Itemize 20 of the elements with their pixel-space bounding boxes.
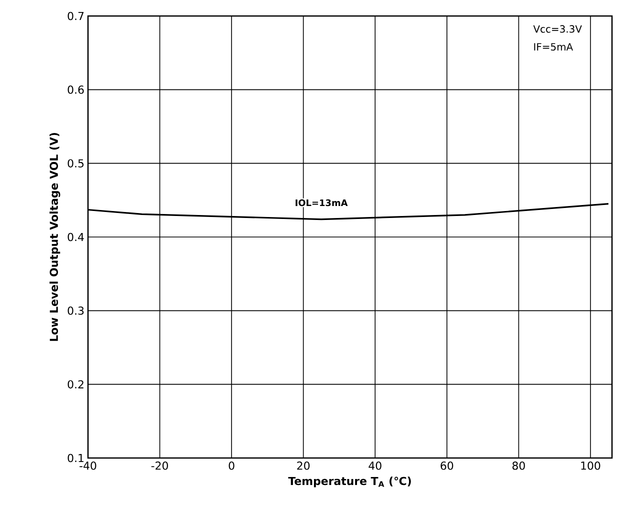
y-tick-label: 0.3	[68, 306, 84, 315]
x-tick-label: 80	[512, 462, 525, 470]
x-tick-label: 100	[581, 462, 600, 470]
y-tick-label: 0.2	[68, 380, 84, 388]
annotation: Vcc=3.3V	[533, 25, 582, 33]
annotation: IF=5mA	[534, 43, 573, 51]
x-tick-label: -40	[80, 462, 96, 470]
x-tick-label: -20	[151, 462, 168, 470]
x-axis-title: Temperature T$_{A}$ (℃)	[288, 476, 411, 488]
x-tick-label: 60	[440, 462, 454, 470]
x-tick-label: 40	[368, 462, 382, 470]
y-tick-label: 0.6	[68, 86, 84, 94]
y-tick-label: 0.4	[68, 232, 84, 242]
y-axis-title: Low Level Output Voltage VOL (V)	[50, 133, 60, 341]
y-tick-label: 0.1	[68, 454, 84, 462]
y-tick-label: 0.7	[68, 12, 84, 20]
x-tick-label: 0	[228, 462, 234, 470]
annotation: IOL=13mA	[296, 199, 348, 206]
x-tick-label: 20	[297, 462, 310, 470]
y-tick-label: 0.5	[68, 159, 84, 168]
